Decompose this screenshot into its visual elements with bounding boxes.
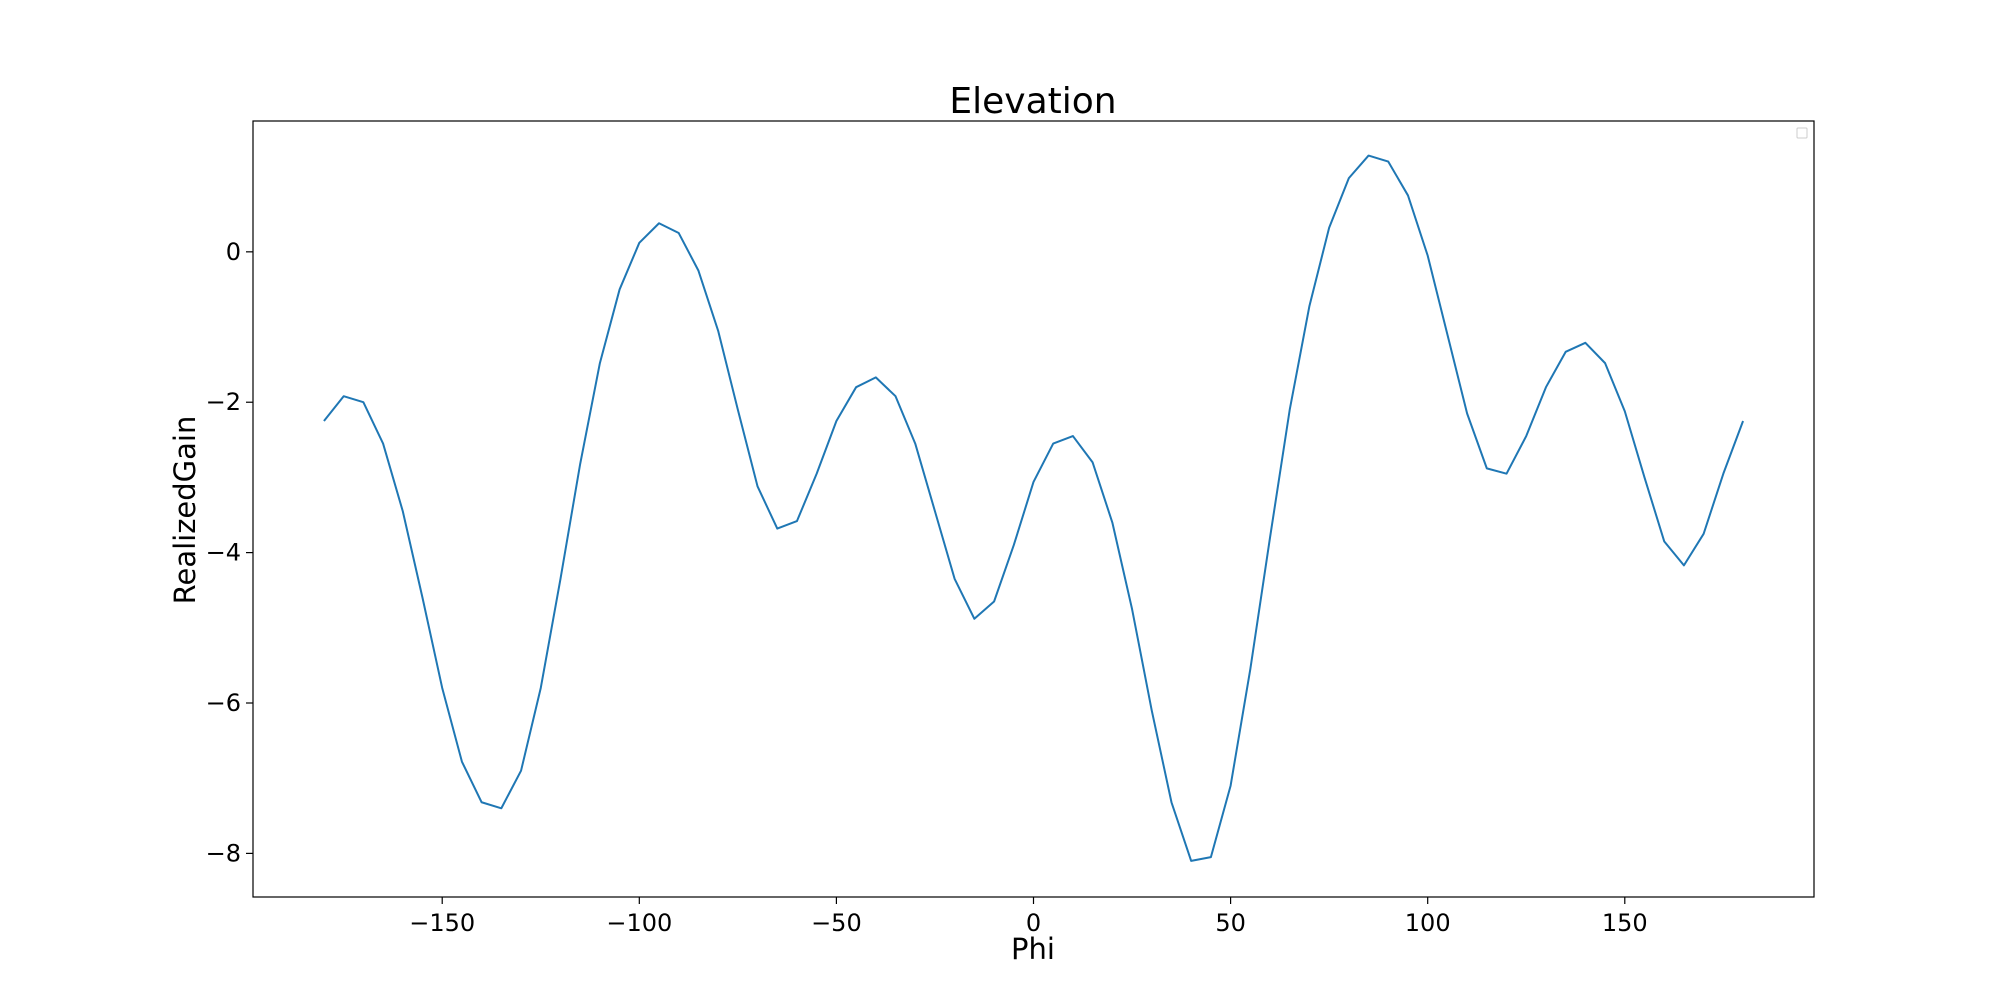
- legend-box: [1796, 127, 1808, 139]
- x-axis-ticks: −150 −100 −50 0 50 100 150: [409, 897, 1648, 937]
- plot-series: [323, 154, 1744, 862]
- x-tick-label: −100: [606, 909, 672, 937]
- x-tick-label: 100: [1405, 909, 1451, 937]
- plot-frame: [252, 120, 1815, 898]
- x-tick-label: 0: [1026, 909, 1041, 937]
- y-tick-label: −6: [206, 689, 241, 717]
- y-tick-label: 0: [226, 238, 241, 266]
- y-tick-label: −4: [206, 539, 241, 567]
- x-axis-label: Phi: [1011, 932, 1055, 966]
- y-axis-label: RealizedGain: [168, 416, 202, 605]
- x-tick-label: 150: [1602, 909, 1648, 937]
- x-tick-label: −50: [811, 909, 862, 937]
- chart-title: Elevation: [949, 81, 1116, 122]
- x-tick-label: 50: [1215, 909, 1246, 937]
- y-axis-ticks: −8 −6 −4 −2 0: [206, 238, 253, 867]
- y-tick-label: −8: [206, 839, 241, 867]
- y-tick-label: −2: [206, 388, 241, 416]
- series-line: [323, 154, 1744, 862]
- x-tick-label: −150: [409, 909, 475, 937]
